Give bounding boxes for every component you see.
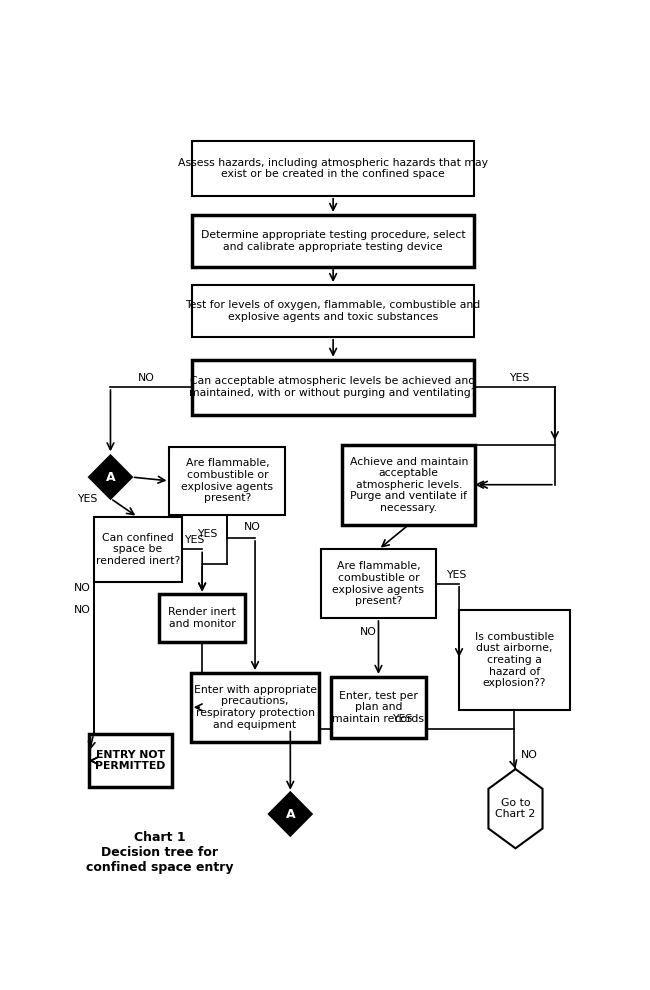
FancyBboxPatch shape [331,677,426,738]
Text: NO: NO [138,373,155,383]
Text: Achieve and maintain
acceptable
atmospheric levels.
Purge and ventilate if
neces: Achieve and maintain acceptable atmosphe… [350,456,468,513]
Text: NO: NO [360,627,377,637]
Text: Are flammable,
combustible or
explosive agents
present?: Are flammable, combustible or explosive … [181,458,274,503]
FancyBboxPatch shape [192,215,474,266]
Text: A: A [285,808,295,821]
Text: Assess hazards, including atmospheric hazards that may
exist or be created in th: Assess hazards, including atmospheric ha… [178,157,488,179]
FancyBboxPatch shape [342,445,475,525]
FancyBboxPatch shape [89,734,172,787]
FancyBboxPatch shape [192,359,474,415]
Text: Test for levels of oxygen, flammable, combustible and
explosive agents and toxic: Test for levels of oxygen, flammable, co… [185,300,481,322]
Text: Is combustible
dust airborne,
creating a
hazard of
explosion??: Is combustible dust airborne, creating a… [475,632,554,688]
Text: Are flammable,
combustible or
explosive agents
present?: Are flammable, combustible or explosive … [332,561,424,606]
FancyBboxPatch shape [191,673,319,742]
Text: NO: NO [74,606,91,616]
Polygon shape [89,455,131,498]
Polygon shape [269,793,311,836]
Text: YES: YES [447,569,467,580]
FancyBboxPatch shape [320,549,436,618]
Text: YES: YES [197,530,217,540]
FancyBboxPatch shape [170,446,285,515]
Text: YES: YES [392,715,413,725]
FancyBboxPatch shape [459,611,570,710]
FancyBboxPatch shape [159,594,245,642]
Text: Render inert
and monitor: Render inert and monitor [168,607,236,629]
FancyBboxPatch shape [94,517,182,582]
FancyBboxPatch shape [192,141,474,196]
Text: NO: NO [521,750,538,760]
Text: YES: YES [510,373,530,383]
Text: Chart 1
Decision tree for
confined space entry: Chart 1 Decision tree for confined space… [86,831,233,873]
Text: YES: YES [77,494,98,504]
Text: Determine appropriate testing procedure, select
and calibrate appropriate testin: Determine appropriate testing procedure,… [201,230,465,251]
Text: NO: NO [244,522,261,532]
Polygon shape [488,769,543,848]
Text: Can confined
space be
rendered inert?: Can confined space be rendered inert? [96,533,180,566]
Text: YES: YES [184,536,205,545]
Text: Enter with appropriate
precautions,
respiratory protection
and equipment: Enter with appropriate precautions, resp… [194,685,317,730]
Text: NO: NO [74,582,91,593]
FancyBboxPatch shape [192,285,474,337]
Text: Go to
Chart 2: Go to Chart 2 [495,798,536,820]
Text: A: A [106,470,115,483]
Text: Can acceptable atmospheric levels be achieved and
maintained, with or without pu: Can acceptable atmospheric levels be ach… [189,376,477,398]
Text: Enter, test per
plan and
maintain records: Enter, test per plan and maintain record… [332,691,424,724]
Text: ENTRY NOT
PERMITTED: ENTRY NOT PERMITTED [96,749,166,771]
